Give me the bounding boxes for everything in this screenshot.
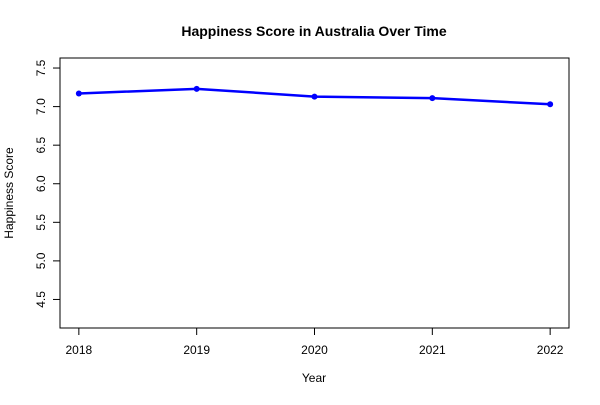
y-axis-label: Happiness Score (2, 147, 16, 239)
x-tick-label: 2020 (301, 343, 328, 357)
data-point (547, 101, 554, 108)
data-point (429, 95, 436, 102)
x-axis: 2018 2019 2020 2021 2022 (66, 327, 564, 357)
y-tick-label: 5.0 (34, 252, 48, 269)
y-tick-label: 4.5 (34, 291, 48, 308)
data-point (193, 85, 200, 92)
y-tick-label: 7.5 (34, 59, 48, 76)
y-tick-label: 6.5 (34, 137, 48, 154)
y-tick-label: 6.0 (34, 175, 48, 192)
x-tick-label: 2019 (183, 343, 210, 357)
x-axis-label: Year (302, 371, 326, 385)
data-point (311, 93, 318, 100)
series-layer (75, 85, 554, 108)
chart-title: Happiness Score in Australia Over Time (181, 23, 447, 39)
x-tick-label: 2022 (537, 343, 564, 357)
x-tick-label: 2021 (419, 343, 446, 357)
data-point (75, 90, 82, 97)
y-axis: 4.5 5.0 5.5 6.0 6.5 7.0 7.5 (34, 59, 61, 308)
x-tick-label: 2018 (66, 343, 93, 357)
y-tick-label: 7.0 (34, 98, 48, 115)
y-tick-label: 5.5 (34, 214, 48, 231)
